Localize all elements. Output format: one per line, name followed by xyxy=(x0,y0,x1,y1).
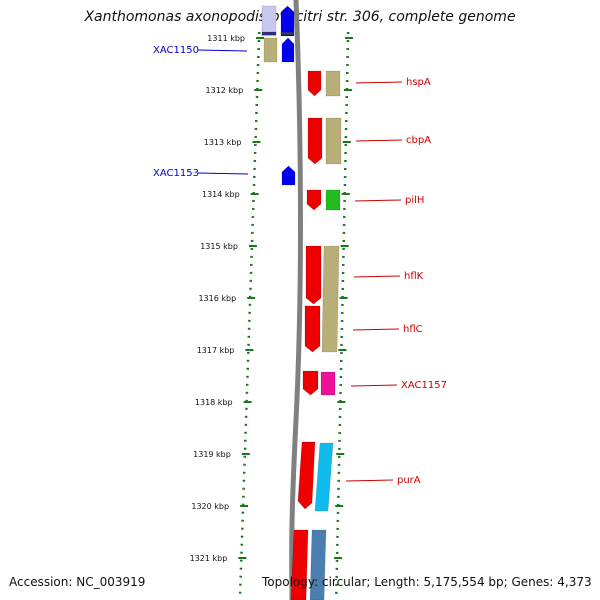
tick-label: 1321 kbp xyxy=(190,554,228,563)
gene-red-arrow xyxy=(304,305,321,353)
left-callout-line xyxy=(197,172,249,175)
tick-label: 1319 kbp xyxy=(193,450,231,459)
tick-label: 1316 kbp xyxy=(198,294,236,303)
gene-khaki-block xyxy=(263,37,278,63)
right-gene-label: hspA xyxy=(406,77,431,88)
gene-red-arrow xyxy=(297,441,316,510)
gene-dark-strip xyxy=(280,31,295,36)
right-callout-line xyxy=(355,139,403,142)
gene-khaki-block xyxy=(325,117,342,165)
gene-khaki-block xyxy=(325,70,341,97)
gene-red-arrow xyxy=(307,117,323,165)
genome-title: Xanthomonas axonopodis pv. citri str. 30… xyxy=(84,9,516,25)
right-callout-line xyxy=(352,328,400,331)
right-callout-line xyxy=(354,199,402,202)
tick-label: 1317 kbp xyxy=(197,346,235,355)
gene-blue-arrow xyxy=(280,5,295,37)
right-callout-line xyxy=(350,384,398,387)
gene-red-arrow xyxy=(302,370,319,396)
tick-label: 1315 kbp xyxy=(200,242,238,251)
gene-green-block xyxy=(325,189,341,211)
right-gene-label: XAC1157 xyxy=(401,380,447,391)
right-gene-label: pilH xyxy=(405,195,424,206)
left-gene-label: XAC1153 xyxy=(153,168,199,179)
right-ruler xyxy=(335,31,350,597)
gene-steel-block xyxy=(309,529,327,600)
gene-blue-arrow xyxy=(281,165,296,186)
left-callout-line xyxy=(197,49,248,52)
left-gene-label: XAC1150 xyxy=(153,45,199,56)
gene-lavender-block xyxy=(261,5,277,37)
gene-khaki-block xyxy=(321,245,340,353)
left-ruler xyxy=(238,31,261,597)
genome-summary-text: Topology: circular; Length: 5,175,554 bp… xyxy=(262,575,592,589)
gene-red-arrow xyxy=(307,70,322,97)
tick-label: 1312 kbp xyxy=(206,86,244,95)
tick-label: 1320 kbp xyxy=(191,502,229,511)
right-callout-line xyxy=(353,275,401,278)
gene-cyan-block xyxy=(314,442,334,512)
gene-magenta-block xyxy=(320,371,336,396)
gene-dark-strip xyxy=(261,31,277,36)
right-gene-label: cbpA xyxy=(406,135,431,146)
tick-label: 1318 kbp xyxy=(195,398,233,407)
right-gene-label: purA xyxy=(397,475,421,486)
gene-red-arrow xyxy=(290,529,309,600)
tick-label: 1311 kbp xyxy=(207,34,245,43)
gene-red-arrow xyxy=(306,189,322,211)
tick-label: 1314 kbp xyxy=(202,190,240,199)
right-callout-line xyxy=(345,479,394,482)
ruler-group: 1311 kbp 1312 kbp 1313 kbp 1314 kbp 1315 kbp… xyxy=(190,31,353,597)
tick-label: 1313 kbp xyxy=(204,138,242,147)
right-gene-label: hflC xyxy=(403,324,423,335)
gene-blue-arrow xyxy=(281,37,295,63)
right-callout-line xyxy=(355,81,403,84)
accession-text: Accession: NC_003919 xyxy=(9,575,146,589)
genome-backbone xyxy=(289,0,303,600)
right-gene-label: hflK xyxy=(404,271,424,282)
gene-red-arrow xyxy=(305,245,322,305)
